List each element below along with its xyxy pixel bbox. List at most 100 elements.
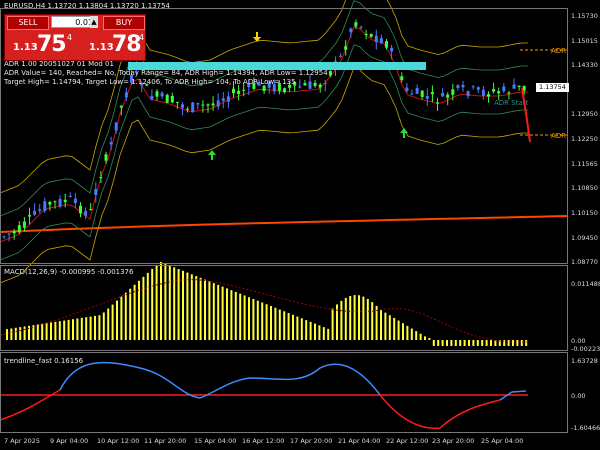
time-axis-label: 15 Apr 04:00: [194, 437, 237, 445]
macd-bar: [512, 340, 514, 346]
candle-body: [22, 221, 26, 228]
candle-body: [390, 47, 394, 52]
lower-inner-band: [0, 44, 528, 261]
buy-price-fraction: 4: [139, 33, 145, 42]
sell-price-prefix: 1.13: [13, 42, 38, 53]
macd-bar: [72, 319, 74, 340]
macd-bar: [476, 340, 479, 346]
candle-body: [38, 209, 42, 211]
candle-body: [364, 34, 368, 36]
candle-body: [175, 101, 179, 103]
candle-body: [374, 35, 378, 43]
sell-button[interactable]: SELL: [7, 16, 49, 30]
macd-bar: [94, 315, 96, 340]
candle-body: [354, 22, 358, 27]
lot-increase-arrow[interactable]: ▲: [90, 16, 98, 28]
macd-bar: [384, 312, 387, 340]
candle-body: [522, 85, 526, 91]
time-axis-label: 22 Apr 12:00: [386, 437, 429, 445]
macd-bar: [322, 327, 325, 340]
candle-body: [405, 87, 409, 91]
adr-low-marker: ADR: [551, 132, 567, 140]
macd-bar: [507, 340, 510, 346]
candle-body: [425, 96, 429, 99]
macd-bar: [32, 325, 35, 340]
candle-body: [43, 201, 47, 212]
candle-body: [226, 96, 230, 102]
one-click-trading-panel: SELL ▼ 0.01 ▲ BUY 1.13 75 4 1.13 78 4: [4, 14, 146, 61]
candle-body: [89, 209, 93, 211]
candle-body: [441, 92, 445, 97]
macd-bar: [468, 340, 470, 346]
macd-bar: [133, 284, 136, 340]
buy-button[interactable]: BUY: [103, 16, 145, 30]
macd-bar: [67, 319, 70, 340]
price-axis-label: 1.11565: [571, 160, 598, 168]
candle-body: [28, 215, 31, 217]
time-axis-label: 21 Apr 04:00: [338, 437, 381, 445]
macd-bar: [336, 304, 338, 340]
price-axis-label: 1.15015: [571, 37, 598, 45]
candle-body: [502, 86, 506, 92]
macd-bar: [120, 296, 123, 340]
adr-info-line-2: ADR Value= 140, Reached= No, Today Range…: [4, 69, 328, 77]
macd-bar: [498, 340, 501, 346]
macd-bar: [155, 264, 158, 340]
macd-bar: [19, 327, 22, 340]
macd-bar: [428, 338, 431, 340]
price-axis-label: 1.14330: [571, 61, 598, 69]
macd-bar: [406, 325, 409, 340]
macd-bar: [472, 340, 475, 346]
macd-bar: [50, 322, 52, 340]
candle-body: [415, 88, 419, 94]
macd-bar: [252, 298, 255, 340]
candle-body: [17, 225, 21, 233]
macd-axis-label: -0.002238: [571, 345, 600, 353]
macd-bar: [424, 336, 426, 340]
buy-arrow-icon: [400, 128, 408, 138]
candle-body: [283, 88, 286, 93]
macd-bar: [76, 318, 79, 340]
macd-bar: [6, 329, 8, 340]
adr-info-line-1: ADR 1.00 20051027 01 Mod 01: [4, 60, 114, 68]
candle-body: [242, 89, 246, 91]
candle-body: [232, 88, 235, 94]
buy-price-prefix: 1.13: [89, 42, 114, 53]
macd-bar: [221, 286, 224, 340]
candle-body: [379, 38, 383, 44]
macd-bar: [212, 283, 215, 340]
candle-body: [487, 94, 490, 97]
macd-bar: [111, 304, 114, 340]
buy-price-pips: 78: [112, 32, 142, 57]
macd-bar: [287, 313, 290, 340]
price-axis-label: 1.10850: [571, 184, 598, 192]
candle-body: [145, 84, 149, 86]
time-axis-label: 16 Apr 12:00: [242, 437, 285, 445]
candle-body: [446, 94, 450, 98]
macd-bar: [182, 270, 184, 340]
macd-bar: [402, 323, 404, 340]
macd-bar: [415, 331, 418, 340]
candle-body: [313, 82, 317, 86]
price-axis-label: 1.09450: [571, 234, 598, 242]
candle-body: [2, 236, 6, 238]
candle-body: [68, 195, 72, 197]
trendline-axis-label: -1.60466: [571, 424, 600, 432]
sell-arrow-icon: [253, 32, 261, 42]
candle-body: [293, 81, 297, 86]
macd-bar: [45, 323, 48, 340]
macd-bar: [248, 297, 250, 340]
macd-bar: [393, 317, 396, 340]
candle-body: [476, 87, 480, 90]
macd-bar: [292, 314, 294, 340]
macd-bar: [151, 268, 154, 340]
signal-arrows: [128, 32, 568, 160]
candle-body: [114, 122, 118, 131]
macd-bar: [58, 321, 61, 340]
candle-body: [436, 102, 439, 104]
macd-bar: [441, 340, 444, 346]
trendline-down-segment: [0, 389, 61, 421]
sell-price-pips: 75: [37, 32, 67, 57]
macd-bar: [274, 307, 277, 340]
